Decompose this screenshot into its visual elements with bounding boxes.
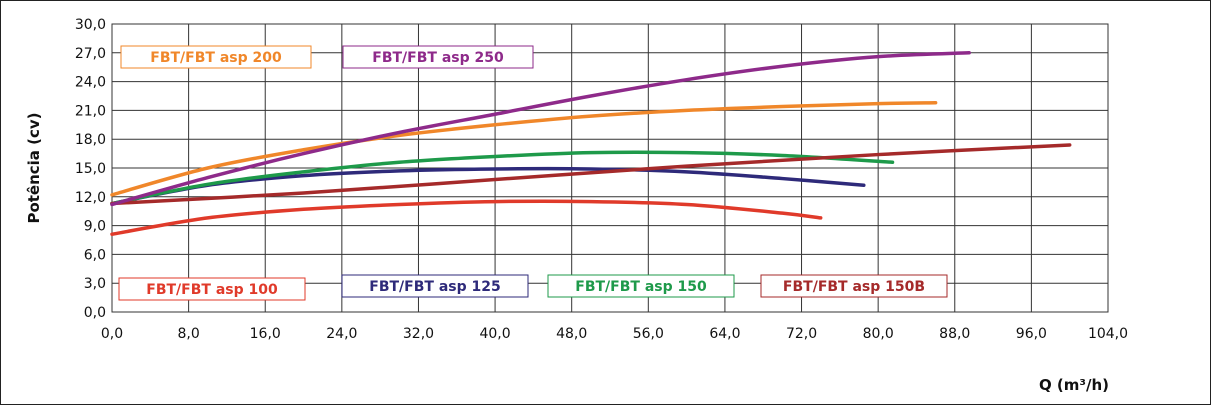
- legend-box: [342, 45, 534, 69]
- legend-box: [118, 277, 306, 301]
- y-tick-label: 6,0: [84, 247, 106, 263]
- legend-box: [120, 45, 312, 69]
- x-tick-labels: 0,0 8,0 16,0 24,0 32,0 40,0 48,0 56,0 64,0 72,0 80…: [101, 326, 1128, 342]
- y-tick-label: 27,0: [75, 46, 106, 62]
- legend-box: [760, 274, 948, 298]
- x-tick-label: 16,0: [250, 326, 281, 342]
- x-tick-label: 0,0: [101, 326, 123, 342]
- y-tick-label: 0,0: [84, 305, 106, 321]
- legend-label: FBT/FBT asp 100: [146, 282, 278, 298]
- y-tick-label: 12,0: [75, 190, 106, 206]
- y-tick-label: 21,0: [75, 103, 106, 119]
- y-tick-label: 15,0: [75, 161, 106, 177]
- x-tick-label: 88,0: [939, 326, 970, 342]
- legend-label: FBT/FBT asp 125: [369, 279, 500, 295]
- legend-box: [547, 274, 735, 298]
- y-tick-label: 9,0: [84, 219, 106, 235]
- y-tick-labels: 0,0 3,0 6,0 9,0 12,0 15,0 18,0 21,0 24,0 27,0 30,0: [75, 17, 106, 321]
- y-tick-label: 18,0: [75, 132, 106, 148]
- legend-label: FBT/FBT asp 250: [372, 50, 504, 66]
- legend-label: FBT/FBT asp 200: [150, 50, 282, 66]
- x-tick-label: 64,0: [709, 326, 740, 342]
- y-axis-label: Potência (cv): [25, 112, 43, 223]
- series-line: [110, 100, 938, 197]
- legend-box: [341, 274, 529, 298]
- x-axis-label: Q (m³/h): [1039, 376, 1109, 394]
- legend-label: FBT/FBT asp 150B: [783, 279, 925, 295]
- x-tick-label: 8,0: [177, 326, 199, 342]
- x-tick-label: 24,0: [326, 326, 357, 342]
- x-tick-label: 48,0: [556, 326, 587, 342]
- legend-entry: FBT/FBT asp 125: [341, 274, 529, 298]
- y-tick-label: 30,0: [75, 17, 106, 33]
- x-tick-label: 32,0: [403, 326, 434, 342]
- plot-border: [111, 23, 1109, 313]
- x-tick-label: 104,0: [1088, 326, 1128, 342]
- series-lines: [110, 51, 1072, 236]
- x-tick-label: 72,0: [786, 326, 817, 342]
- y-tick-label: 3,0: [84, 276, 106, 292]
- y-tick-label: 24,0: [75, 75, 106, 91]
- legend-label: FBT/FBT asp 150: [575, 279, 707, 295]
- grid: [111, 23, 1109, 313]
- legend: FBT/FBT asp 200 FBT/FBT asp 250 FBT/FBT as…: [118, 45, 948, 301]
- legend-entry: FBT/FBT asp 200: [120, 45, 312, 69]
- series-line: [110, 51, 971, 207]
- series-line: [110, 143, 1072, 206]
- series-line: [110, 199, 823, 236]
- x-tick-label: 96,0: [1016, 326, 1047, 342]
- legend-entry: FBT/FBT asp 150B: [760, 274, 948, 298]
- x-tick-label: 80,0: [863, 326, 894, 342]
- legend-entry: FBT/FBT asp 150: [547, 274, 735, 298]
- series-line: [110, 150, 895, 206]
- x-tick-label: 56,0: [633, 326, 664, 342]
- legend-entry: FBT/FBT asp 100: [118, 277, 306, 301]
- legend-entry: FBT/FBT asp 250: [342, 45, 534, 69]
- x-tick-label: 40,0: [479, 326, 510, 342]
